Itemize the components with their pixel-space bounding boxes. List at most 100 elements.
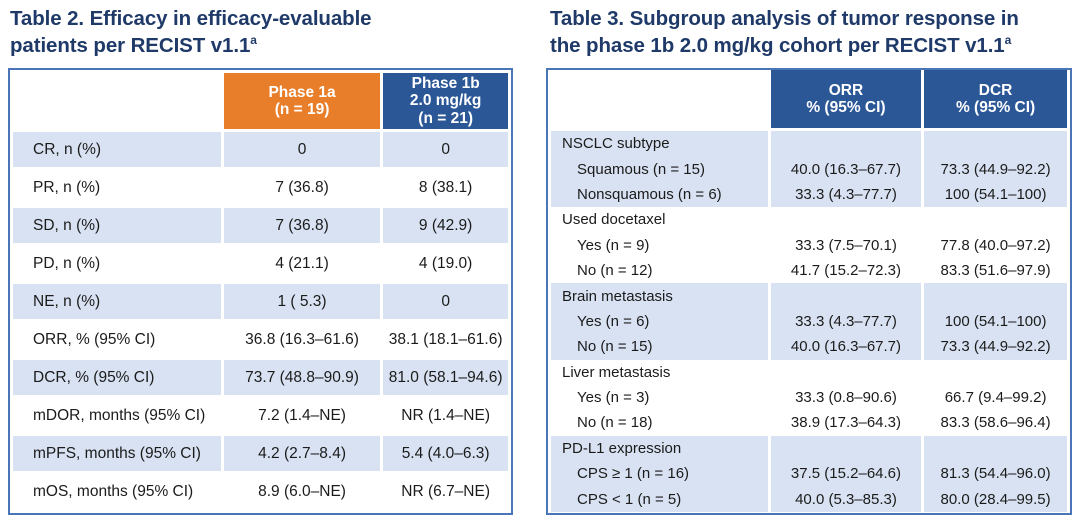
phase1b-value: NR (1.4–NE) [401, 406, 490, 424]
subgroup-row-liver-yes: Yes (n = 3) 33.3 (0.8–90.6) 66.7 (9.4–99… [551, 385, 1067, 410]
subgroup-row-cps-lt-1: CPS < 1 (n = 5) 40.0 (5.3–85.3) 80.0 (28… [551, 486, 1067, 512]
orr-value: 40.0 (5.3–85.3) [770, 486, 922, 512]
table2-title-line1: Table 2. Efficacy in efficacy-evaluable [10, 7, 372, 30]
table2-header-row: Phase 1a (n = 19) Phase 1b 2.0 mg/kg (n … [13, 73, 508, 129]
subgroup-label: Yes (n = 3) [577, 389, 650, 407]
phase1b-value: 38.1 (18.1–61.6) [388, 330, 503, 348]
group-header-row-liver-metastasis: Liver metastasis [551, 360, 1067, 385]
group-header-row-brain-metastasis: Brain metastasis [551, 283, 1067, 309]
subgroup-label: Nonsquamous (n = 6) [551, 181, 768, 208]
dcr-value-empty [924, 435, 1067, 462]
row-label: DCR, % (95% CI) [13, 360, 221, 395]
row-label: mOS, months (95% CI) [33, 482, 194, 500]
dcr-value: 83.3 (58.6–96.4) [940, 414, 1051, 432]
dcr-value-empty [924, 360, 1067, 385]
dcr-value: 100 (54.1–100) [924, 308, 1067, 335]
row-label: ORR, % (95% CI) [33, 330, 156, 348]
table2-footnote-marker: a [250, 33, 257, 48]
subgroup-row-docetaxel-no: No (n = 12) 41.7 (15.2–72.3) 83.3 (51.6–… [551, 258, 1067, 283]
group-label: PD-L1 expression [551, 435, 768, 462]
table3-orr-column-header: ORR % (95% CI) [770, 70, 922, 131]
dcr-value: 73.3 (44.9–92.2) [924, 334, 1067, 360]
phase1a-value: 7.2 (1.4–NE) [258, 406, 346, 424]
orr-value: 33.3 (4.3–77.7) [770, 181, 922, 208]
orr-value: 40.0 (16.3–67.7) [770, 156, 922, 182]
group-header-row-nsclc-subtype: NSCLC subtype [551, 131, 1067, 157]
group-header-row-pdl1-expression: PD-L1 expression [551, 435, 1067, 462]
table3-header-row: ORR % (95% CI) DCR % (95% CI) [551, 70, 1067, 131]
subgroup-label: CPS ≥ 1 (n = 16) [551, 461, 768, 487]
table2-phase1b-column-header: Phase 1b 2.0 mg/kg (n = 21) [383, 73, 508, 129]
dcr-value: 100 (54.1–100) [924, 181, 1067, 208]
orr-value: 33.3 (7.5–70.1) [795, 236, 897, 254]
table-row-orr: ORR, % (95% CI) 36.8 (16.3–61.6) 38.1 (1… [13, 322, 508, 357]
orr-value-empty [771, 360, 921, 385]
table2-title: Table 2. Efficacy in efficacy-evaluable … [10, 5, 520, 59]
table3-container: ORR % (95% CI) DCR % (95% CI) NSCLC subt… [546, 68, 1072, 515]
dcr-value: 77.8 (40.0–97.2) [940, 236, 1051, 254]
dcr-value: 80.0 (28.4–99.5) [924, 486, 1067, 512]
phase1a-header-line2: (n = 19) [274, 101, 330, 118]
phase1a-value: 7 (36.8) [223, 208, 381, 243]
phase1a-header-line1: Phase 1a [268, 83, 336, 101]
orr-value: 33.3 (0.8–90.6) [795, 389, 897, 407]
group-label: Used docetaxel [562, 211, 666, 229]
table2: Phase 1a (n = 19) Phase 1b 2.0 mg/kg (n … [10, 70, 511, 512]
phase1b-value: 4 (19.0) [418, 254, 473, 272]
row-label: PD, n (%) [33, 254, 101, 272]
table2-phase1a-column-header: Phase 1a (n = 19) [223, 73, 381, 129]
table-row-cr: CR, n (%) 0 0 [13, 132, 508, 167]
table-row-mpfs: mPFS, months (95% CI) 4.2 (2.7–8.4) 5.4 … [13, 436, 508, 471]
orr-value: 38.9 (17.3–64.3) [790, 414, 902, 432]
table-row-ne: NE, n (%) 1 ( 5.3) 0 [13, 284, 508, 319]
orr-value: 41.7 (15.2–72.3) [790, 262, 902, 280]
row-label: CR, n (%) [13, 132, 221, 167]
subgroup-label: No (n = 12) [577, 262, 653, 280]
phase1b-header-line1: Phase 1b [411, 74, 480, 92]
subgroup-label: No (n = 15) [551, 334, 768, 360]
orr-header-line2: % (95% CI) [806, 99, 886, 116]
phase1b-value: 81.0 (58.1–94.6) [383, 360, 508, 395]
phase1b-value: 0 [383, 132, 508, 167]
phase1b-header-line3: (n = 21) [418, 109, 473, 127]
phase1b-value: NR (6.7–NE) [401, 482, 490, 500]
phase1a-value: 4 (21.1) [275, 254, 329, 272]
subgroup-label: Squamous (n = 15) [551, 156, 768, 182]
dcr-value: 81.3 (54.4–96.0) [924, 461, 1067, 487]
group-label: NSCLC subtype [551, 131, 768, 157]
table3-dcr-column-header: DCR % (95% CI) [924, 70, 1067, 131]
table-row-pr: PR, n (%) 7 (36.8) 8 (38.1) [13, 170, 508, 205]
table3-title-line2: the phase 1b 2.0 mg/kg cohort per RECIST… [550, 32, 1080, 59]
phase1b-value: 9 (42.9) [383, 208, 508, 243]
table2-body: CR, n (%) 0 0 PR, n (%) 7 (36.8) 8 (38.1… [13, 132, 508, 509]
subgroup-row-liver-no: No (n = 18) 38.9 (17.3–64.3) 83.3 (58.6–… [551, 410, 1067, 435]
phase1a-value: 1 ( 5.3) [223, 284, 381, 319]
table3-body: NSCLC subtype Squamous (n = 15) 40.0 (16… [551, 131, 1067, 512]
dcr-value-empty [924, 131, 1067, 157]
table2-title-line2: patients per RECIST v1.1a [10, 32, 520, 59]
row-label: PR, n (%) [33, 178, 101, 196]
subgroup-row-brain-yes: Yes (n = 6) 33.3 (4.3–77.7) 100 (54.1–10… [551, 308, 1067, 335]
table-row-dcr: DCR, % (95% CI) 73.7 (48.8–90.9) 81.0 (5… [13, 360, 508, 395]
phase1b-value: 0 [383, 284, 508, 319]
table-row-pd: PD, n (%) 4 (21.1) 4 (19.0) [13, 246, 508, 281]
group-label: Liver metastasis [562, 363, 671, 381]
group-label: Brain metastasis [551, 283, 768, 309]
orr-value-empty [770, 283, 922, 309]
table-row-sd: SD, n (%) 7 (36.8) 9 (42.9) [13, 208, 508, 243]
table3-blank-header-cell [551, 70, 768, 131]
subgroup-row-brain-no: No (n = 15) 40.0 (16.3–67.7) 73.3 (44.9–… [551, 334, 1067, 360]
phase1a-value: 8.9 (6.0–NE) [258, 482, 346, 500]
dcr-value-empty [924, 207, 1067, 232]
row-label: mDOR, months (95% CI) [33, 406, 206, 424]
orr-value: 40.0 (16.3–67.7) [770, 334, 922, 360]
phase1a-value: 73.7 (48.8–90.9) [223, 360, 381, 395]
table3-title: Table 3. Subgroup analysis of tumor resp… [550, 5, 1080, 59]
subgroup-label: Yes (n = 6) [551, 308, 768, 335]
table-row-mos: mOS, months (95% CI) 8.9 (6.0–NE) NR (6.… [13, 474, 508, 509]
table3-title-line2-text: the phase 1b 2.0 mg/kg cohort per RECIST… [550, 34, 1005, 57]
subgroup-label: Yes (n = 9) [577, 236, 650, 254]
phase1b-value: 8 (38.1) [418, 178, 473, 196]
phase1b-header-line2: 2.0 mg/kg [409, 92, 482, 110]
dcr-header-line2: % (95% CI) [955, 99, 1036, 116]
